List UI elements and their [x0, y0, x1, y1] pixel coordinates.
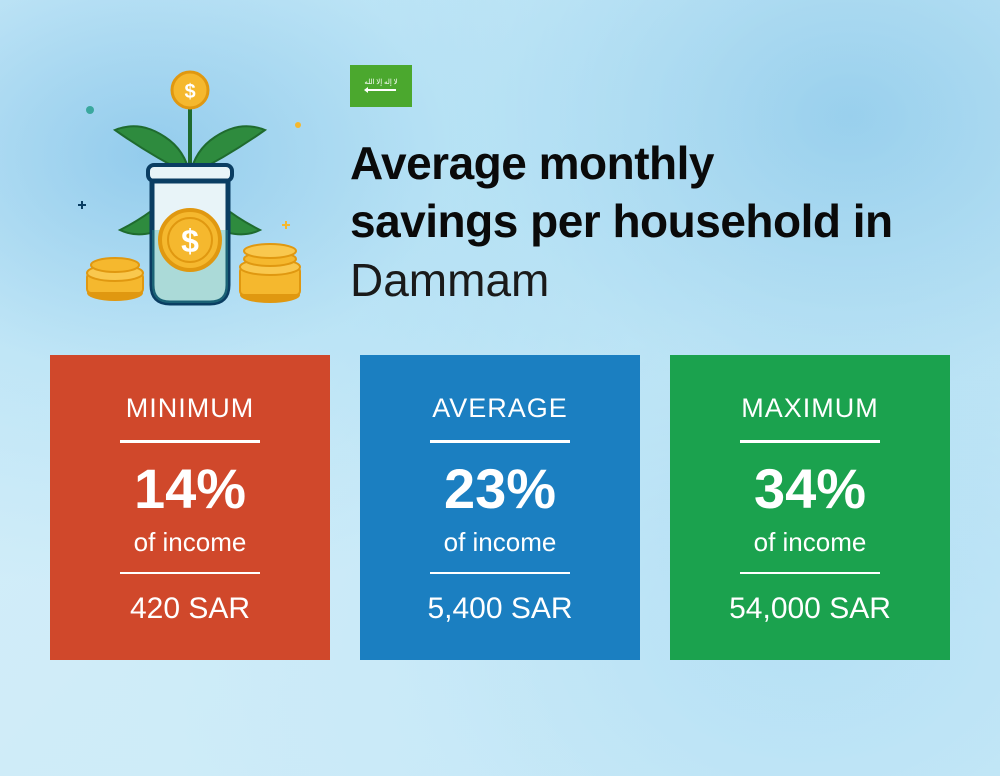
svg-text:لا إله إلا الله: لا إله إلا الله: [364, 78, 397, 86]
card-label: AVERAGE: [432, 393, 568, 424]
card-maximum: MAXIMUM 34% of income 54,000 SAR: [670, 355, 950, 660]
title-city: Dammam: [350, 252, 940, 310]
card-percent: 34%: [754, 461, 866, 517]
header: $ $ لا إله إلا الله Average monthly savi…: [0, 0, 1000, 315]
card-subtext: of income: [444, 527, 557, 558]
card-subtext: of income: [134, 527, 247, 558]
coin-stack-right: [240, 244, 300, 303]
card-minimum: MINIMUM 14% of income 420 SAR: [50, 355, 330, 660]
card-label: MAXIMUM: [741, 393, 879, 424]
coin-stack-left: [87, 258, 143, 301]
savings-illustration: $ $: [60, 55, 320, 315]
divider: [120, 440, 260, 443]
divider: [430, 440, 570, 443]
card-average: AVERAGE 23% of income 5,400 SAR: [360, 355, 640, 660]
card-percent: 14%: [134, 461, 246, 517]
flag-icon: لا إله إلا الله: [350, 65, 412, 107]
svg-text:$: $: [181, 223, 199, 259]
card-percent: 23%: [444, 461, 556, 517]
card-label: MINIMUM: [126, 393, 254, 424]
title-line-1: Average monthly: [350, 135, 940, 193]
divider: [740, 572, 880, 574]
card-amount: 5,400 SAR: [427, 592, 572, 626]
divider: [740, 440, 880, 443]
savings-jar: $: [148, 165, 232, 303]
card-amount: 54,000 SAR: [729, 592, 891, 626]
divider: [120, 572, 260, 574]
title-block: لا إله إلا الله Average monthly savings …: [350, 55, 940, 310]
stat-cards: MINIMUM 14% of income 420 SAR AVERAGE 23…: [0, 315, 1000, 660]
divider: [430, 572, 570, 574]
card-subtext: of income: [754, 527, 867, 558]
card-amount: 420 SAR: [130, 592, 250, 626]
svg-text:$: $: [184, 81, 195, 103]
title-line-2: savings per household in: [350, 193, 940, 251]
